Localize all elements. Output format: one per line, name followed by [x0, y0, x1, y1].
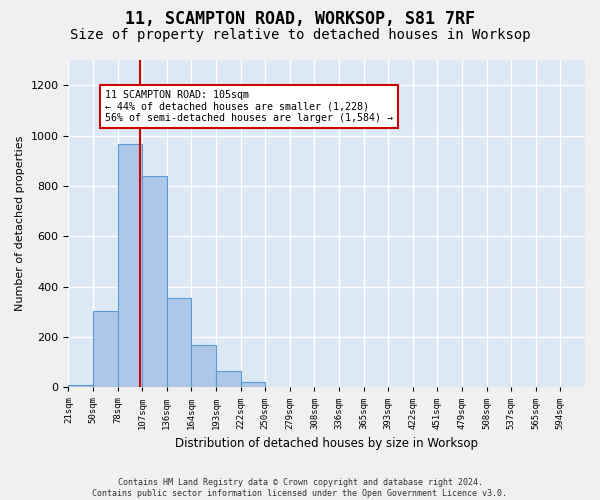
Bar	[191, 344, 216, 388]
Text: Size of property relative to detached houses in Worksop: Size of property relative to detached ho…	[70, 28, 530, 42]
Text: 11, SCAMPTON ROAD, WORKSOP, S81 7RF: 11, SCAMPTON ROAD, WORKSOP, S81 7RF	[125, 10, 475, 28]
Bar	[216, 371, 241, 388]
Bar	[68, 385, 93, 388]
Bar	[118, 144, 142, 388]
X-axis label: Distribution of detached houses by size in Worksop: Distribution of detached houses by size …	[175, 437, 478, 450]
Text: Contains HM Land Registry data © Crown copyright and database right 2024.
Contai: Contains HM Land Registry data © Crown c…	[92, 478, 508, 498]
Bar	[241, 382, 265, 388]
Bar	[142, 176, 167, 388]
Y-axis label: Number of detached properties: Number of detached properties	[15, 136, 25, 312]
Bar	[167, 298, 191, 388]
Text: 11 SCAMPTON ROAD: 105sqm
← 44% of detached houses are smaller (1,228)
56% of sem: 11 SCAMPTON ROAD: 105sqm ← 44% of detach…	[106, 90, 394, 124]
Bar	[93, 310, 118, 388]
